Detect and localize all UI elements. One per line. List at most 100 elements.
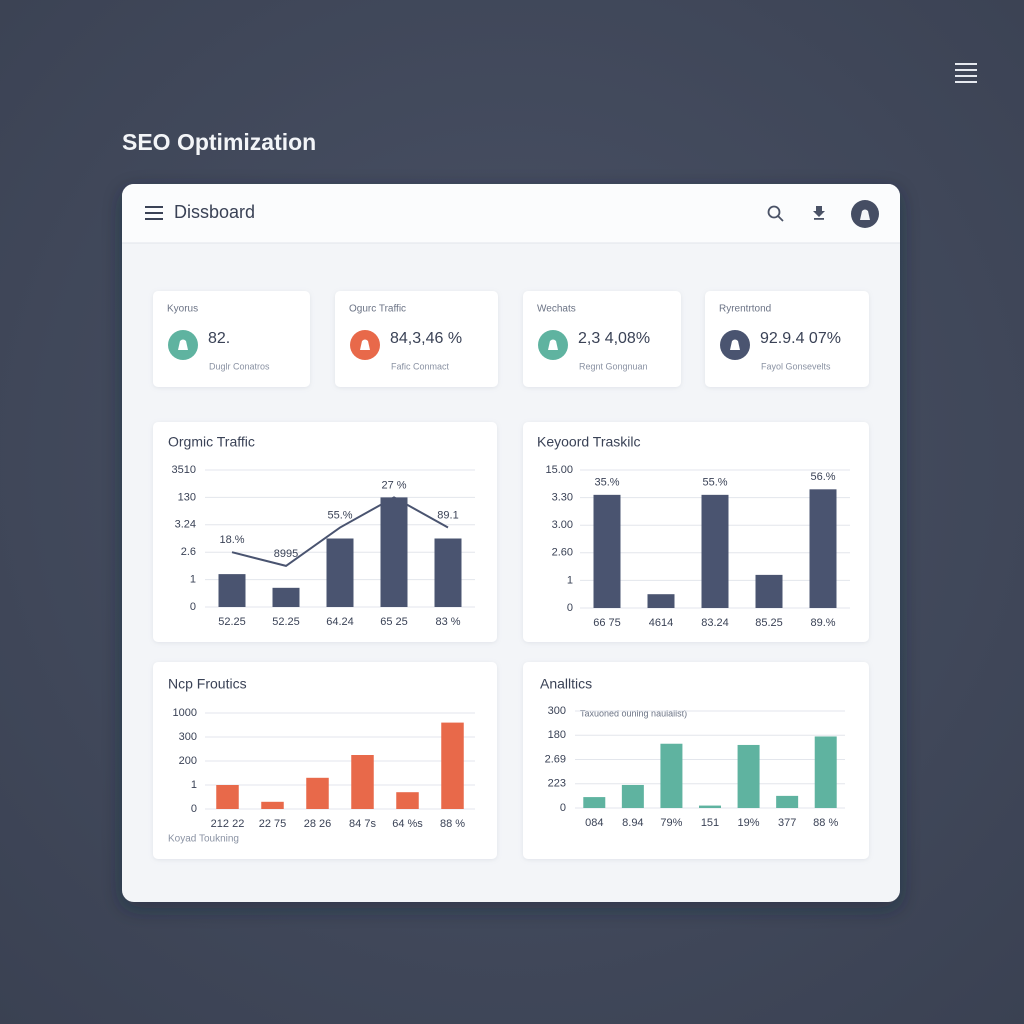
bar	[218, 574, 246, 607]
annotation: 35.%	[594, 477, 619, 489]
x-tick-label: 84 7s	[349, 818, 376, 830]
chart-title: Ncp Froutics	[168, 676, 247, 692]
x-tick-label: 83 %	[435, 616, 460, 628]
annotation: 89.1	[437, 509, 458, 521]
bar	[699, 805, 721, 808]
y-tick-label: 1	[567, 574, 573, 586]
y-tick-label: 0	[190, 601, 196, 613]
stat-icon-glyph	[730, 339, 740, 350]
annotation: 55.%	[702, 477, 727, 489]
x-tick-label: 084	[585, 817, 603, 829]
menu-icon[interactable]	[955, 63, 977, 83]
bar	[814, 736, 837, 808]
stat-label: Ryrentrtond	[719, 304, 771, 315]
stat-sub: Duglr Conatros	[209, 361, 270, 371]
y-tick-label: 1000	[173, 707, 197, 719]
x-tick-label: 66 75	[593, 617, 621, 629]
bar	[272, 587, 300, 607]
stat-card	[153, 291, 310, 387]
x-tick-label: 19%	[738, 817, 760, 829]
bar	[809, 489, 837, 608]
x-tick-label: 88 %	[813, 817, 838, 829]
x-tick-label: 212 22	[211, 818, 245, 830]
annotation: 8995	[274, 548, 298, 560]
stat-value: 2,3 4,08%	[578, 330, 650, 347]
stat-icon-glyph	[548, 339, 558, 350]
bar	[701, 494, 729, 608]
hamburger-icon[interactable]	[145, 206, 163, 220]
y-tick-label: 300	[548, 705, 566, 717]
x-tick-label: 22 75	[259, 818, 287, 830]
x-tick-label: 85.25	[755, 617, 783, 629]
stat-icon-glyph	[178, 339, 188, 350]
chart-subtitle: Taxuoned ouning naulalist)	[580, 708, 687, 718]
y-tick-label: 1	[191, 779, 197, 791]
x-tick-label: 64 %s	[392, 818, 423, 830]
bar	[583, 797, 606, 808]
annotation: 27 %	[381, 479, 406, 491]
download-icon[interactable]	[813, 206, 825, 220]
y-tick-label: 223	[548, 778, 566, 790]
stat-sub: Regnt Gongnuan	[579, 361, 648, 371]
y-tick-label: 130	[178, 491, 196, 503]
x-tick-label: 89.%	[810, 617, 835, 629]
x-tick-label: 88 %	[440, 818, 465, 830]
stat-label: Kyorus	[167, 304, 198, 315]
bar	[441, 722, 464, 809]
y-tick-label: 3.24	[175, 519, 196, 531]
search-icon[interactable]	[767, 205, 784, 222]
bar	[380, 497, 408, 607]
bar	[593, 494, 621, 608]
y-tick-label: 2.6	[181, 546, 196, 558]
bar	[351, 755, 374, 809]
x-tick-label: 79%	[660, 817, 682, 829]
annotation: 18.%	[219, 534, 244, 546]
y-tick-label: 180	[548, 729, 566, 741]
y-tick-label: 3.00	[552, 519, 573, 531]
bar	[621, 784, 644, 808]
y-tick-label: 2.69	[545, 753, 566, 765]
x-tick-label: 28 26	[304, 818, 332, 830]
stat-sub: Fafic Conmact	[391, 361, 450, 371]
bar	[326, 538, 354, 607]
y-tick-label: 0	[560, 802, 566, 814]
stat-card	[705, 291, 869, 387]
stat-label: Ogurc Traffic	[349, 304, 406, 315]
y-tick-label: 3.30	[552, 492, 573, 504]
bar	[261, 801, 284, 809]
y-tick-label: 2.60	[552, 547, 573, 559]
y-tick-label: 15.00	[545, 464, 573, 476]
stat-value: 84,3,46 %	[390, 330, 462, 347]
stat-value: 92.9.4 07%	[760, 330, 841, 347]
annotation: 55.%	[327, 509, 352, 521]
x-tick-label: 65 25	[380, 616, 408, 628]
chart-title: Keyoord Traskilc	[537, 434, 640, 450]
dashboard-header	[122, 184, 900, 243]
bar	[216, 785, 239, 809]
avatar[interactable]	[851, 200, 879, 228]
chart-title: Analltics	[540, 676, 592, 692]
stat-label: Wechats	[537, 304, 576, 315]
x-tick-label: 151	[701, 817, 719, 829]
bar	[737, 744, 760, 808]
x-tick-label: 83.24	[701, 617, 729, 629]
stat-sub: Fayol Gonsevelts	[761, 361, 831, 371]
bar	[306, 777, 329, 809]
bar	[755, 574, 783, 608]
y-tick-label: 1	[190, 574, 196, 586]
line	[231, 496, 449, 567]
x-tick-label: 4614	[649, 617, 673, 629]
bar	[647, 594, 675, 608]
y-tick-label: 0	[567, 602, 573, 614]
stat-value: 82.	[208, 330, 230, 347]
stat-icon-glyph	[360, 339, 370, 350]
x-tick-label: 52.25	[272, 616, 300, 628]
stat-card	[523, 291, 681, 387]
x-tick-label: 8.94	[622, 817, 643, 829]
chart-footnote: Koyad Toukning	[168, 834, 239, 845]
chart-card	[153, 422, 497, 642]
chart-title: Orgmic Traffic	[168, 434, 255, 450]
stat-card	[335, 291, 498, 387]
